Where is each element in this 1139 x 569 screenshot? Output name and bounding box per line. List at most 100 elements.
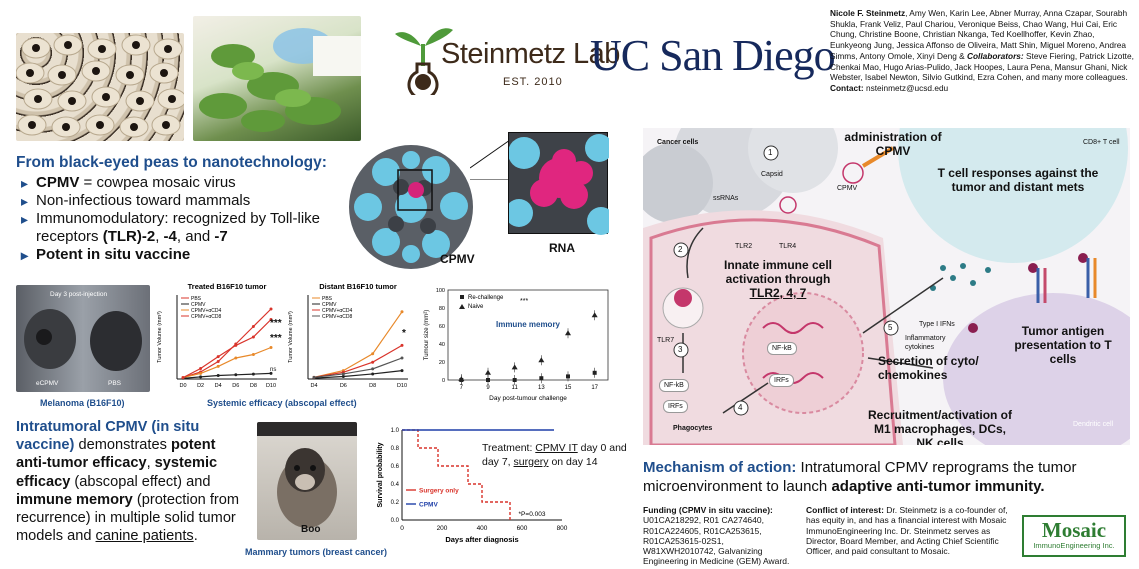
x-tick-label: 600 (517, 525, 528, 532)
data-point (251, 325, 255, 328)
mouse-illustration (24, 309, 142, 371)
photo-label-pbs: PBS (108, 380, 122, 387)
chart-immune-memory: Tumour size (mm²) Day post-tumour challen… (424, 288, 609, 402)
rna-illustration (505, 134, 615, 235)
recruitment-label: Recruitment/activation of M1 macrophages… (867, 408, 1013, 445)
data-point (400, 343, 404, 347)
rna-image: RNA (505, 132, 615, 255)
series-line (182, 372, 272, 379)
data-point (199, 367, 203, 370)
x-tick-label: 17 (591, 385, 598, 391)
mech-num-3: 3 (678, 345, 683, 354)
ucsd-logo: UC San Diego (590, 31, 836, 80)
bullet-non-infectious: Non-infectious toward mammals (16, 192, 346, 210)
data-point (216, 374, 220, 377)
legend-label: Naive (468, 304, 484, 310)
intro-title: From black-eyed peas to nanotechnology: (16, 154, 327, 171)
data-point (458, 376, 465, 382)
mech-num-4: 4 (738, 403, 743, 412)
data-point (216, 355, 220, 359)
cpmv-label: CPMV (440, 252, 475, 266)
x-tick-label: D10 (397, 383, 407, 389)
funding-block: Funding (CPMV in situ vaccine): U01CA2182… (643, 505, 790, 567)
data-point (511, 364, 518, 370)
data-point (400, 310, 404, 314)
x-tick-label: D10 (266, 383, 276, 389)
mechanism-illustration (643, 128, 1130, 445)
plant-lab-photo (193, 16, 361, 141)
legend-label: CPMV+αCD8 (191, 314, 221, 320)
y-tick-label: 0.4 (391, 482, 400, 488)
y-tick-label: 0.2 (391, 500, 400, 506)
data-point (592, 370, 597, 375)
x-tick-label: D6 (340, 383, 347, 389)
data-point (371, 360, 375, 364)
legend-label: CPMV+αCD8 (322, 314, 352, 320)
cd8-label: CD8+ T cell (1083, 139, 1120, 146)
legend-label: PBS (322, 296, 333, 302)
y-tick-label: 0.6 (391, 464, 400, 470)
tlr7-label: TLR7 (657, 337, 675, 344)
legend-label: CPMV (419, 502, 438, 509)
treated-sig-2: *** (270, 333, 282, 344)
mechanism-diagram: 1 2 3 4 5 Intratumoral administration of… (643, 128, 1130, 445)
y-tick-label: 100 (436, 288, 445, 294)
cpmv-particle-image: CPMV (346, 142, 476, 272)
data-point (251, 372, 255, 376)
x-tick-label: 0 (400, 525, 404, 532)
plot-frame (447, 289, 609, 381)
legend-label: CPMV (191, 302, 206, 308)
secretion-label: Secretion of cyto/ chemokines (878, 354, 979, 382)
p-value-label: *P=0.003 (519, 511, 546, 518)
contact-label: Contact: (830, 82, 864, 93)
legend-label: Re-challenge (468, 295, 504, 301)
data-point (181, 376, 185, 380)
y-tick-label: 0 (442, 378, 445, 384)
chart-treated-tumor: Treated B16F10 tumor Tumor Volume (mm³) D0… (157, 282, 277, 389)
series-line (313, 344, 403, 378)
author-list: , Amy Wen, Karin Lee, Abner Murray, Anna… (830, 8, 1128, 61)
data-point (251, 335, 255, 339)
x-tick-label: 400 (477, 525, 488, 532)
innate-label: Innate immune cell activation through TL… (723, 258, 833, 300)
y-tick-label: 60 (439, 324, 445, 330)
tlr4-label: TLR4 (779, 243, 797, 250)
tcell-response-label: T cell responses against the tumor and d… (937, 166, 1099, 194)
legend-label: CPMV (322, 302, 337, 308)
tlr2-label: TLR2 (735, 243, 753, 250)
y-tick-label: 0.8 (391, 446, 400, 452)
data-point (251, 353, 255, 356)
data-point (371, 352, 375, 356)
x-tick-label: 7 (460, 385, 464, 391)
type1-ifn-label: Type I IFNs (919, 321, 955, 328)
melanoma-caption: Melanoma (B16F10) (40, 398, 125, 408)
contact-email[interactable]: nsteinmetz@ucsd.edu (863, 82, 949, 93)
intro-section: From black-eyed peas to nanotechnology: … (16, 154, 346, 264)
x-tick-label: D8 (250, 383, 257, 389)
dog-illustration (257, 422, 357, 528)
nfkb-left: NF-kB (659, 379, 689, 392)
y-axis-label: Tumour size (mm²) (424, 310, 430, 360)
bullet-immunomodulatory: Immunomodulatory: recognized by Toll-lik… (16, 210, 346, 246)
x-tick-label: 200 (437, 525, 448, 532)
zoom-lines (470, 140, 510, 180)
cpmv-structure-illustration (349, 145, 473, 269)
y-axis-label: Survival probability (377, 442, 384, 507)
data-point (538, 357, 545, 363)
x-tick-label: D0 (179, 383, 186, 389)
mosaic-logo: Mosaic ImmunoEngineering Inc. (1022, 515, 1126, 557)
x-tick-label: D2 (197, 383, 204, 389)
dog-caption: Mammary tumors (breast cancer) (245, 547, 388, 557)
series-line (182, 346, 272, 379)
nfkb-right: NF-kB (767, 342, 797, 355)
moa-statement: Mechanism of action: Intratumoral CPMV r… (643, 459, 1077, 495)
dog-photo: Boo (257, 422, 357, 540)
chart-title: Immune memory (496, 320, 561, 329)
significance-label: *** (520, 298, 528, 305)
irfs-right: IRFs (769, 374, 794, 387)
data-point (371, 367, 375, 371)
author-block: Nicole F. Steinmetz, Amy Wen, Karin Lee,… (830, 8, 1135, 94)
legend-label: Surgery only (419, 488, 459, 495)
lab-est: EST. 2010 (503, 76, 563, 88)
x-tick-label: D8 (369, 383, 376, 389)
